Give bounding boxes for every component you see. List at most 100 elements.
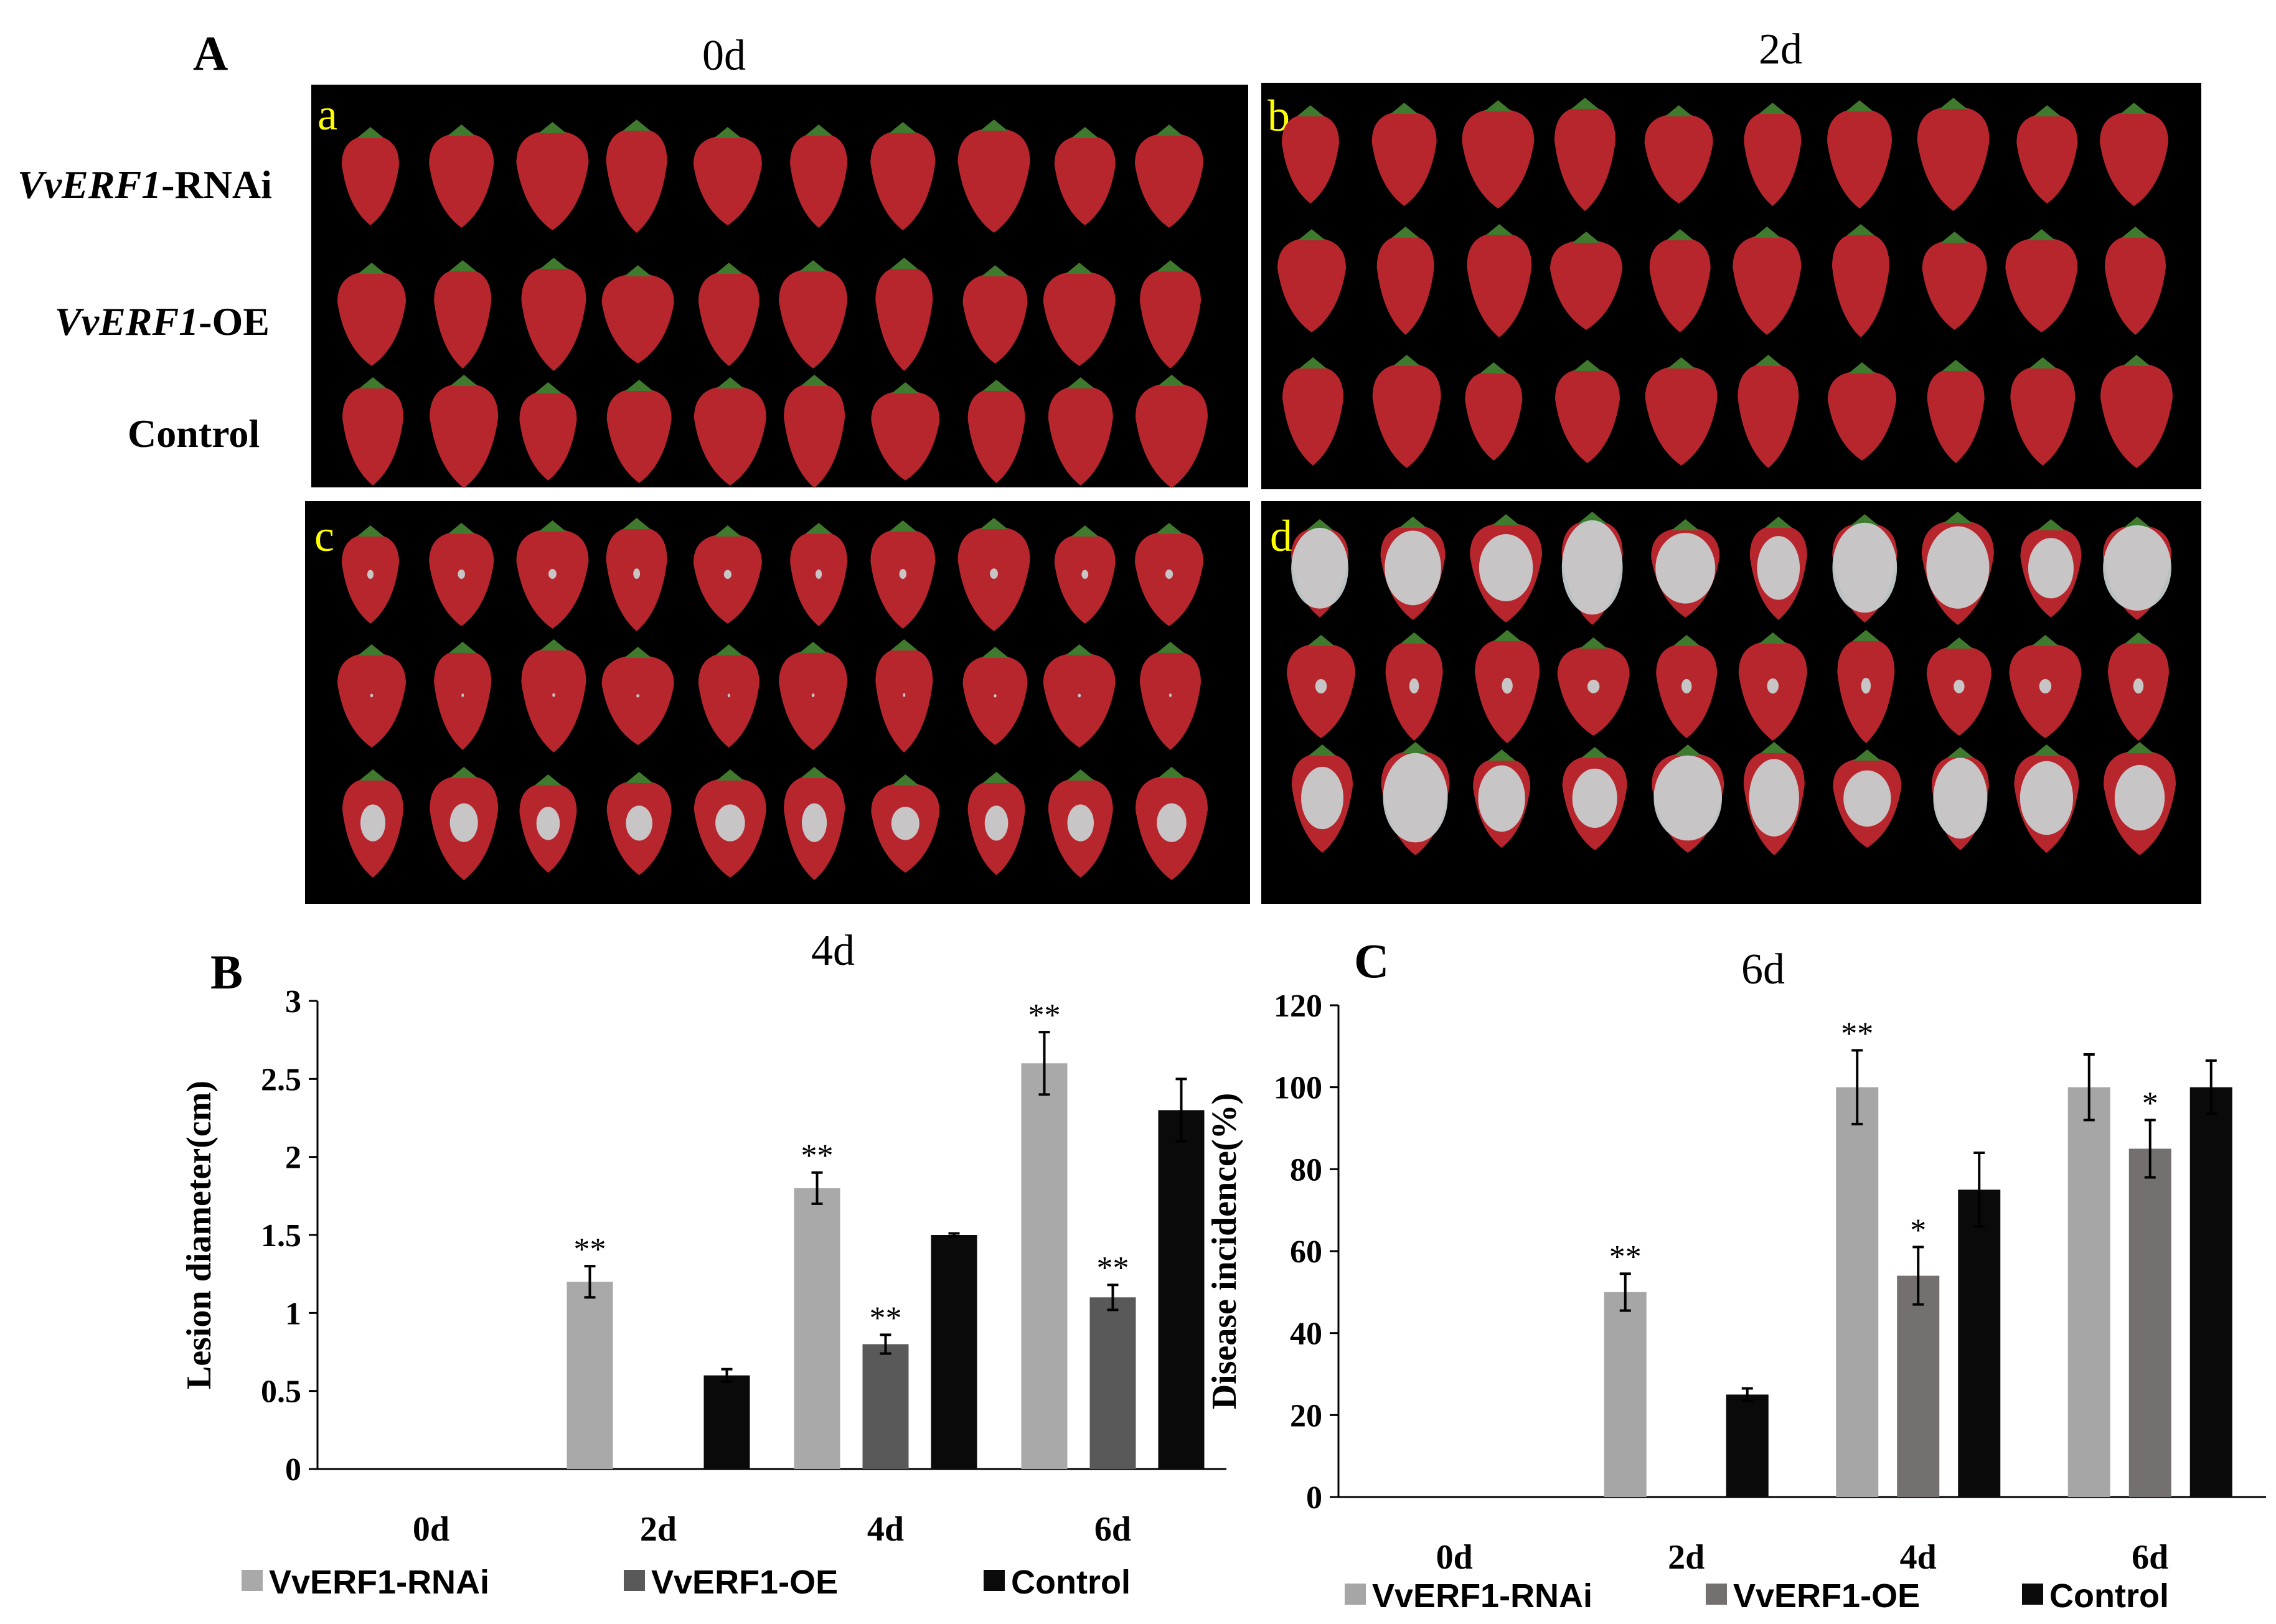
strawberry xyxy=(870,122,936,230)
legend-label: Control xyxy=(2049,1577,2169,1615)
strawberry xyxy=(1287,635,1355,738)
strawberry xyxy=(1043,263,1116,366)
strawberry xyxy=(698,644,759,748)
strawberry xyxy=(606,518,667,631)
bar xyxy=(567,1282,613,1469)
bar xyxy=(1604,1292,1647,1497)
strawberry xyxy=(1470,514,1543,622)
x-tick-label: 2d xyxy=(1668,1538,1705,1577)
time-title-0d: 0d xyxy=(702,32,746,80)
strawberry xyxy=(516,520,589,629)
strawberry xyxy=(871,774,940,873)
bar xyxy=(1021,1063,1068,1469)
strawberry xyxy=(694,377,766,486)
strawberry xyxy=(606,120,667,233)
strawberry xyxy=(1054,127,1116,225)
legend-swatch xyxy=(1706,1584,1727,1605)
strawberry xyxy=(1927,360,1985,463)
strawberry xyxy=(342,127,399,225)
strawberry xyxy=(521,639,586,753)
photo-panel-a: a xyxy=(311,85,1248,488)
strawberry xyxy=(779,260,848,368)
strawberry xyxy=(1385,632,1443,741)
strawberry xyxy=(1372,355,1441,468)
significance-mark: * xyxy=(1910,1213,1926,1248)
strawberry xyxy=(1832,224,1889,337)
y-tick-label: 100 xyxy=(1274,1071,1322,1106)
y-tick-label: 0.5 xyxy=(261,1374,301,1410)
strawberry xyxy=(1749,517,1807,620)
strawberry xyxy=(519,382,577,481)
strawberry xyxy=(957,518,1030,631)
y-tick-label: 3 xyxy=(285,984,301,1020)
strawberry xyxy=(1917,98,1990,211)
strawberry xyxy=(784,375,845,488)
strawberry xyxy=(1562,747,1627,850)
strawberry xyxy=(1371,103,1437,206)
strawberry xyxy=(2100,355,2173,468)
y-tick-label: 2.5 xyxy=(261,1062,301,1097)
x-tick-label: 0d xyxy=(1436,1538,1473,1577)
x-tick-label: 6d xyxy=(2132,1538,2168,1577)
strawberry xyxy=(1048,377,1113,486)
bar xyxy=(2067,1087,2110,1497)
strawberry xyxy=(967,772,1025,875)
time-title-6d: 6d xyxy=(1741,946,1785,993)
strawberry xyxy=(875,639,933,753)
sub-label-d: d xyxy=(1270,511,1292,561)
strawberry xyxy=(434,260,492,368)
strawberry xyxy=(1473,749,1531,848)
significance-mark: ** xyxy=(574,1232,606,1267)
strawberry xyxy=(1656,635,1718,738)
figure-label-a: A xyxy=(193,26,228,80)
significance-mark: ** xyxy=(1097,1251,1129,1286)
legend-label: VvERF1-OE xyxy=(1733,1577,1920,1615)
strawberry xyxy=(870,520,936,629)
x-tick-label: 4d xyxy=(1900,1538,1937,1577)
legend-label: VvERF1-RNAi xyxy=(1372,1577,1592,1615)
strawberry xyxy=(519,774,577,873)
strawberry xyxy=(1043,644,1116,748)
strawberry xyxy=(1282,105,1339,204)
strawberry xyxy=(337,263,406,366)
strawberry xyxy=(2009,635,2082,738)
strawberry xyxy=(1649,229,1711,332)
strawberry xyxy=(430,767,499,880)
bar xyxy=(703,1375,750,1469)
photo-panel-d: d xyxy=(1261,501,2201,904)
x-tick-label: 6d xyxy=(1094,1510,1131,1549)
strawberry xyxy=(1381,742,1450,855)
significance-mark: ** xyxy=(870,1300,902,1336)
chart-label-c: C xyxy=(1354,934,1389,988)
strawberry xyxy=(1136,375,1208,488)
strawberry xyxy=(784,767,845,880)
strawberry xyxy=(1140,642,1201,750)
bar xyxy=(1089,1297,1136,1469)
strawberry xyxy=(790,124,848,228)
strawberry xyxy=(1554,98,1615,211)
strawberry xyxy=(1744,103,1802,206)
chart-label-b: B xyxy=(210,945,243,999)
strawberry xyxy=(1733,227,1802,335)
strawberry xyxy=(606,380,672,483)
significance-mark: ** xyxy=(1841,1016,1873,1051)
row-label-rnai: VvERF1-RNAi xyxy=(17,162,272,207)
y-tick-label: 0 xyxy=(285,1452,301,1488)
strawberry xyxy=(1644,105,1713,204)
strawberry xyxy=(601,265,674,364)
strawberry xyxy=(2105,227,2166,335)
strawberry xyxy=(1738,355,1799,468)
strawberry xyxy=(1550,232,1622,330)
legend-swatch xyxy=(1345,1584,1366,1605)
strawberry xyxy=(1651,519,1720,617)
bar xyxy=(2189,1087,2232,1497)
legend-swatch xyxy=(242,1570,263,1591)
strawberry xyxy=(790,523,848,626)
strawberry xyxy=(342,377,403,486)
photo-panel-c: c xyxy=(305,501,1250,904)
strawberry xyxy=(342,769,403,878)
row-labels: VvERF1-RNAi VvERF1-OE Control xyxy=(17,162,272,456)
strawberry xyxy=(957,120,1030,233)
row-label-control: Control xyxy=(128,411,260,456)
strawberry xyxy=(1557,637,1630,736)
